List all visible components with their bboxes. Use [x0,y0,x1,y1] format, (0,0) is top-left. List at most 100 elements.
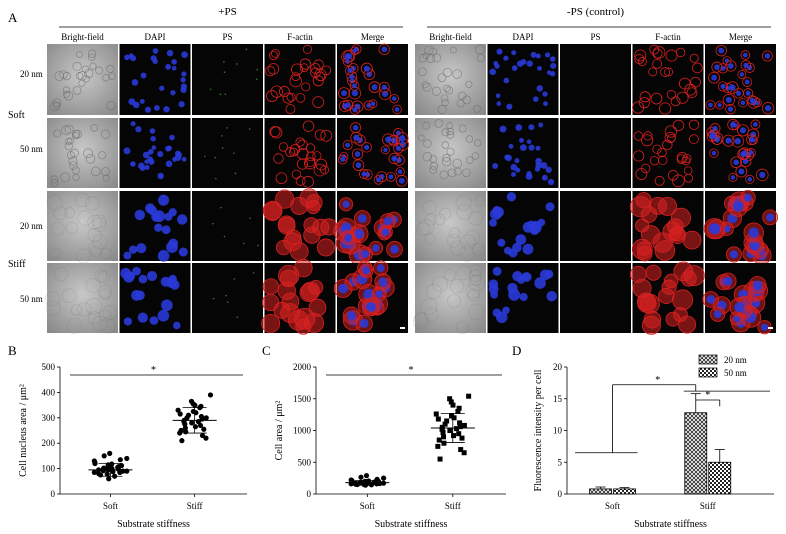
merge-ring [352,159,365,171]
ps-dot [219,93,222,96]
ps-dot [235,63,238,65]
cell-outline [412,313,430,330]
nucleus-dot [149,316,159,325]
ps-dot [226,127,228,129]
actin-ring [662,221,682,242]
ps-dot [221,147,224,149]
merge-nucleus [717,102,722,108]
row-size-label: 20 nm [20,221,43,231]
chart-c-cell-area: 0 500 1000 1500 2000 Soft Stiff Substrate stiff… [274,362,506,530]
merge-ring [342,99,354,111]
nucleus-dot [180,86,187,94]
merge-nucleus [391,96,397,101]
merge-nucleus [382,228,390,236]
merge-ring [350,122,362,134]
actin-ring [285,147,296,158]
cell-outline [88,240,103,256]
tile-background [705,44,776,115]
cell-outline [422,200,437,215]
merge-nucleus [358,214,367,223]
data-point [185,412,192,418]
nucleus-dot [488,284,499,295]
cell-outline [441,141,450,149]
actin-ring [664,67,674,77]
cell-outline [53,266,69,282]
cell-outline [431,86,442,96]
data-point [177,411,183,417]
cell-outline [60,172,71,183]
actin-ring [650,92,663,105]
actin-ring [648,67,658,77]
cell-outline [445,86,454,95]
ps-dot [256,68,259,71]
actin-ring [629,195,652,218]
merge-nucleus [378,277,388,287]
cell-outline [63,91,74,101]
cell-outline [442,153,451,162]
nucleus-dot [496,311,508,324]
merge-nucleus [364,144,370,150]
nucleus-dot [137,312,148,323]
micrograph-tile [264,44,336,115]
x-axis-title: Substrate stiffness [634,519,707,530]
actin-ring [315,158,328,171]
cell-outline [424,213,437,226]
nucleus-dot [152,48,159,54]
data-point [450,402,456,408]
actin-ring [266,90,278,102]
ps-dot [233,278,236,280]
cell-outline [88,53,96,62]
merge-nucleus [743,62,749,68]
data-point [437,456,443,462]
nucleus-dot [511,65,518,71]
cell-outline [457,91,467,100]
nucleus-dot [169,134,175,141]
cell-outline [53,101,61,110]
merge-nucleus [764,105,772,112]
actin-ring [657,196,677,216]
cell-outline [50,175,59,184]
data-point [358,474,364,480]
merge-nucleus [352,48,357,53]
data-point [457,424,463,430]
merge-ring [740,50,751,60]
cell-outline [70,304,82,316]
data-point [444,418,450,424]
nucleus-dot [515,124,523,131]
merge-nucleus [344,53,351,60]
nucleus-dot [148,158,155,165]
actin-ring [657,155,668,166]
data-point [448,399,454,405]
cell-outline [453,167,462,176]
merge-ring [715,44,727,57]
cell-outline [464,230,480,246]
nucleus-dot [132,101,140,109]
y-tick-label: 1500 [293,394,312,404]
merge-nucleus [375,290,383,298]
cell-outline [102,174,110,182]
actin-ring [666,133,676,143]
actin-ring [690,76,701,88]
cell-outline [87,311,101,325]
actin-ring [641,134,654,147]
legend-swatch [698,367,718,378]
cell-outline [92,214,107,229]
merge-ring [750,119,761,130]
micrograph-tile [415,118,486,188]
actin-ring [261,293,280,312]
actin-ring [689,53,699,63]
merge-nucleus [346,310,356,320]
data-point [461,422,467,428]
micrograph-tile [261,258,336,335]
merge-ring [726,81,739,94]
nucleus-dot [157,172,164,180]
merge-ring [731,134,745,148]
merge-nucleus [345,142,351,148]
merge-ring [705,100,716,110]
actin-ring [658,287,675,305]
merge-nucleus [381,46,388,53]
cell-outline [84,68,94,79]
cell-outline [418,219,435,235]
merge-ring [378,43,390,55]
nucleus-dot [124,54,130,61]
